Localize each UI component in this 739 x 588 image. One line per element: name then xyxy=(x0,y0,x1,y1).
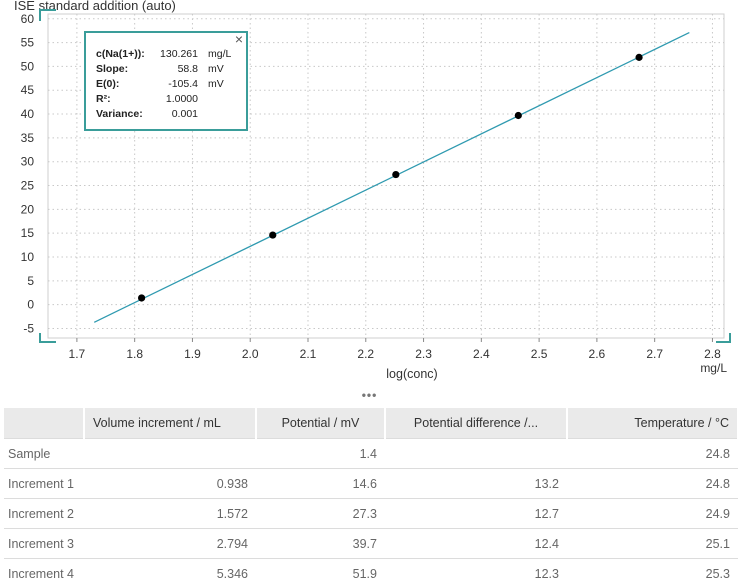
info-row-e0: E(0): -105.4 mV xyxy=(86,77,246,91)
info-row-r-squared: R²: 1.0000 xyxy=(86,92,246,106)
table-cell: Sample xyxy=(4,439,84,469)
table-row[interactable]: Increment 2 1.572 27.3 12.7 24.9 xyxy=(4,499,738,529)
x-tick-label: 2.8 xyxy=(704,347,721,361)
close-icon[interactable]: × xyxy=(235,32,243,46)
info-label: Variance: xyxy=(96,107,143,121)
y-tick-label: 55 xyxy=(21,36,35,50)
x-tick-label: 2.0 xyxy=(242,347,259,361)
table-cell: 1.4 xyxy=(256,439,385,469)
table-cell: 24.8 xyxy=(567,439,738,469)
y-tick-label: 60 xyxy=(21,12,35,26)
table-cell: 2.794 xyxy=(84,529,256,559)
table-cell: Increment 2 xyxy=(4,499,84,529)
y-tick-label: 0 xyxy=(27,298,34,312)
info-row-variance: Variance: 0.001 xyxy=(86,107,246,121)
panel-splitter-handle[interactable]: ••• xyxy=(0,388,739,402)
info-value: 0.001 xyxy=(172,107,198,121)
x-tick-label: 1.7 xyxy=(69,347,86,361)
info-unit: mg/L xyxy=(208,47,231,61)
info-label: R²: xyxy=(96,92,111,106)
y-tick-label: 10 xyxy=(21,250,35,264)
info-label: Slope: xyxy=(96,62,128,76)
info-row-concentration: c(Na(1+)): 130.261 mg/L xyxy=(86,47,246,61)
table-cell: 24.9 xyxy=(567,499,738,529)
x-tick-label: 2.4 xyxy=(473,347,490,361)
y-tick-label: 25 xyxy=(21,179,35,193)
data-point xyxy=(269,231,276,238)
y-tick-label: 20 xyxy=(21,202,35,216)
y-tick-label: 40 xyxy=(21,107,35,121)
y-tick-label: 30 xyxy=(21,155,35,169)
table-cell: 25.1 xyxy=(567,529,738,559)
table-cell: 13.2 xyxy=(385,469,567,499)
table-cell: 27.3 xyxy=(256,499,385,529)
x-tick-label: 2.5 xyxy=(531,347,548,361)
y-tick-label: 15 xyxy=(21,226,35,240)
results-info-box[interactable]: × c(Na(1+)): 130.261 mg/L Slope: 58.8 mV… xyxy=(84,31,248,131)
info-value: -105.4 xyxy=(168,77,198,91)
table-cell: 1.572 xyxy=(84,499,256,529)
y-tick-label: 45 xyxy=(21,83,35,97)
info-value: 130.261 xyxy=(160,47,198,61)
column-header-row-label[interactable] xyxy=(4,408,84,439)
table-cell: 12.4 xyxy=(385,529,567,559)
data-point xyxy=(392,171,399,178)
table-cell xyxy=(385,439,567,469)
table-cell: 14.6 xyxy=(256,469,385,499)
data-point xyxy=(635,54,642,61)
table-cell: 24.8 xyxy=(567,469,738,499)
column-header-temperature[interactable]: Temperature / °C xyxy=(567,408,738,439)
table-cell: 12.7 xyxy=(385,499,567,529)
x-tick-label: 1.9 xyxy=(184,347,201,361)
info-value: 1.0000 xyxy=(166,92,198,106)
table-row[interactable]: Increment 3 2.794 39.7 12.4 25.1 xyxy=(4,529,738,559)
info-value: 58.8 xyxy=(178,62,198,76)
y-tick-label: -5 xyxy=(23,321,34,335)
table-row[interactable]: Sample 1.4 24.8 xyxy=(4,439,738,469)
y-tick-label: 50 xyxy=(21,59,35,73)
info-label: c(Na(1+)): xyxy=(96,47,145,61)
table-cell: 0.938 xyxy=(84,469,256,499)
table-row[interactable]: Increment 1 0.938 14.6 13.2 24.8 xyxy=(4,469,738,499)
x-tick-label: 2.3 xyxy=(415,347,432,361)
x-tick-label: 1.8 xyxy=(126,347,143,361)
x-tick-label: 2.7 xyxy=(646,347,663,361)
column-header-potential[interactable]: Potential / mV xyxy=(256,408,385,439)
table-cell: Increment 3 xyxy=(4,529,84,559)
table-cell: 39.7 xyxy=(256,529,385,559)
info-unit: mV xyxy=(208,77,224,91)
data-point xyxy=(515,112,522,119)
x-tick-label: 2.6 xyxy=(589,347,606,361)
info-unit: mV xyxy=(208,62,224,76)
table-header-row: Volume increment / mL Potential / mV Pot… xyxy=(4,408,738,439)
info-label: E(0): xyxy=(96,77,119,91)
column-header-potential-difference[interactable]: Potential difference /... xyxy=(385,408,567,439)
y-tick-label: 35 xyxy=(21,131,35,145)
table-cell: Increment 1 xyxy=(4,469,84,499)
column-header-volume[interactable]: Volume increment / mL xyxy=(84,408,256,439)
x-axis-unit: mg/L xyxy=(700,361,727,375)
x-tick-label: 2.1 xyxy=(300,347,317,361)
table-cell xyxy=(84,439,256,469)
x-tick-label: 2.2 xyxy=(357,347,374,361)
data-point xyxy=(138,294,145,301)
x-axis-label: log(conc) xyxy=(386,367,437,381)
results-table: Volume increment / mL Potential / mV Pot… xyxy=(4,408,739,588)
y-tick-label: 5 xyxy=(27,274,34,288)
info-row-slope: Slope: 58.8 mV xyxy=(86,62,246,76)
